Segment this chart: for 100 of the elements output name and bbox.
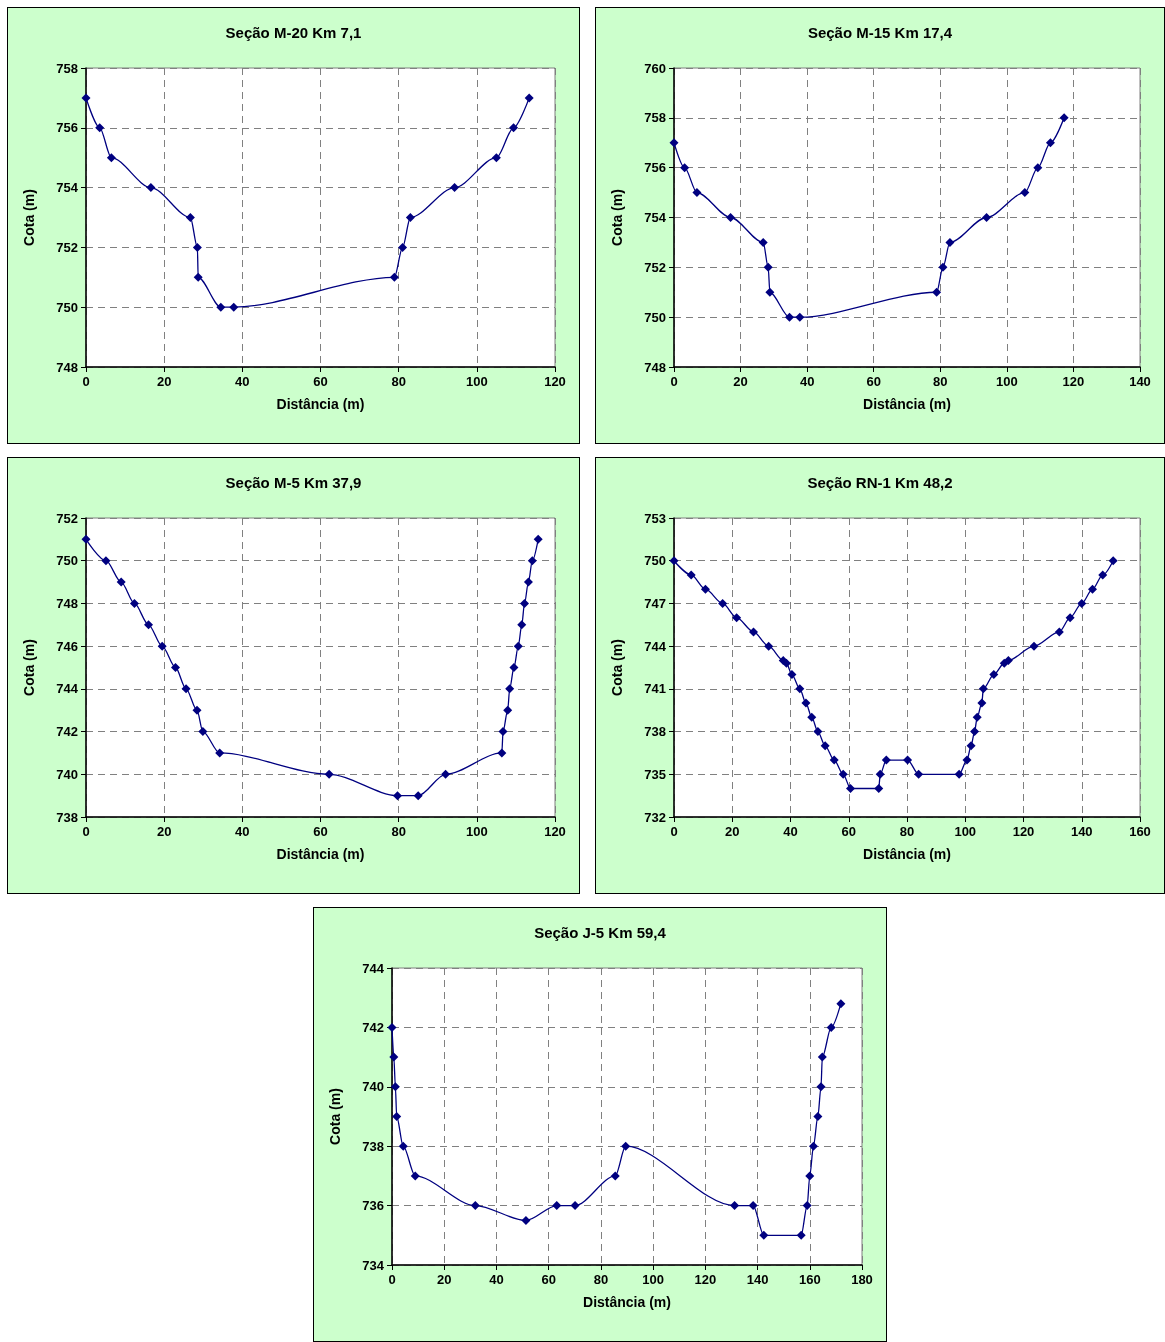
chart-title: Seção RN-1 Km 48,2 xyxy=(807,474,953,491)
point xyxy=(764,641,774,651)
x-tick-label: 180 xyxy=(851,1272,873,1287)
point xyxy=(146,183,156,193)
x-tick-label: 20 xyxy=(156,824,172,839)
point xyxy=(95,123,105,133)
y-tick-label: 742 xyxy=(362,1019,384,1035)
point xyxy=(81,534,91,544)
y-tick-label: 760 xyxy=(644,60,666,76)
point xyxy=(808,1141,818,1151)
x-axis-title: Distância (m) xyxy=(276,396,365,412)
point xyxy=(81,93,91,103)
x-tick-label: 0 xyxy=(388,1272,396,1287)
y-tick-label: 741 xyxy=(644,681,666,697)
x-tick-label: 40 xyxy=(235,824,250,839)
point xyxy=(881,755,891,765)
point xyxy=(101,556,111,566)
x-tick-label: 80 xyxy=(899,824,915,839)
y-tick-label: 738 xyxy=(644,724,666,740)
point xyxy=(732,613,742,623)
x-tick-label: 60 xyxy=(866,374,881,389)
point xyxy=(813,1112,823,1121)
point xyxy=(1059,113,1069,123)
point xyxy=(116,577,126,587)
point xyxy=(185,213,195,222)
y-tick-label: 748 xyxy=(644,359,666,375)
point xyxy=(829,755,839,765)
point xyxy=(509,123,519,133)
y-tick-label: 747 xyxy=(644,595,666,611)
x-axis-title: Distância (m) xyxy=(276,846,365,862)
point xyxy=(610,1171,620,1181)
y-tick-label: 748 xyxy=(56,595,78,611)
y-tick-label: 738 xyxy=(56,809,78,825)
point xyxy=(932,287,942,297)
point xyxy=(157,641,167,651)
x-tick-label: 100 xyxy=(996,374,1018,389)
y-axis-title: Cota (m) xyxy=(21,639,37,696)
y-tick-label: 738 xyxy=(362,1138,384,1154)
y-tick-label: 750 xyxy=(56,553,78,569)
point xyxy=(813,727,823,737)
point xyxy=(838,769,848,779)
x-tick-label: 60 xyxy=(313,374,328,389)
point xyxy=(570,1201,580,1211)
point xyxy=(700,584,710,594)
x-tick-label: 0 xyxy=(670,824,678,839)
point xyxy=(982,213,992,222)
point xyxy=(795,684,805,694)
x-tick-label: 100 xyxy=(465,824,488,839)
point xyxy=(785,312,794,322)
x-tick-label: 140 xyxy=(1129,374,1151,389)
point xyxy=(192,242,202,252)
x-tick-label: 80 xyxy=(391,374,406,389)
point xyxy=(1003,655,1013,665)
point xyxy=(523,577,533,587)
point xyxy=(509,663,519,672)
chart-title: Seção M-15 Km 17,4 xyxy=(807,24,953,41)
point xyxy=(669,138,679,148)
point xyxy=(748,1201,758,1211)
y-tick-label: 754 xyxy=(644,210,667,225)
point xyxy=(520,598,530,608)
point xyxy=(106,153,116,163)
point xyxy=(1045,138,1055,148)
point xyxy=(680,163,690,173)
point xyxy=(1033,163,1043,173)
y-axis-title: Cota (m) xyxy=(609,639,625,696)
y-tick-label: 735 xyxy=(644,766,666,782)
point xyxy=(470,1201,480,1211)
point xyxy=(914,769,924,779)
point xyxy=(198,727,208,737)
x-tick-label: 80 xyxy=(933,374,948,389)
point xyxy=(410,1171,420,1181)
y-tick-label: 744 xyxy=(644,638,667,654)
x-tick-label: 60 xyxy=(841,824,856,839)
x-tick-label: 20 xyxy=(156,374,172,389)
y-tick-label: 734 xyxy=(362,1257,385,1273)
point xyxy=(977,698,987,708)
x-tick-label: 120 xyxy=(1012,824,1035,839)
point xyxy=(846,784,855,794)
point xyxy=(398,1141,408,1151)
point xyxy=(1077,598,1087,608)
y-tick-label: 753 xyxy=(644,510,666,526)
point xyxy=(129,598,139,608)
y-tick-label: 750 xyxy=(644,309,666,325)
x-tick-label: 60 xyxy=(541,1272,556,1287)
y-tick-label: 752 xyxy=(644,259,666,275)
y-tick-label: 740 xyxy=(56,766,78,782)
point xyxy=(552,1201,562,1211)
chart-title: Seção J-5 Km 59,4 xyxy=(534,924,667,941)
x-axis-title: Distância (m) xyxy=(863,846,951,862)
x-tick-label: 60 xyxy=(313,824,328,839)
x-axis-title: Distância (m) xyxy=(583,1294,671,1310)
point xyxy=(730,1201,740,1211)
point xyxy=(387,1022,397,1032)
point xyxy=(978,684,988,694)
point xyxy=(441,769,451,779)
x-tick-label: 20 xyxy=(436,1272,452,1287)
y-tick-label: 736 xyxy=(362,1198,384,1214)
y-tick-label: 742 xyxy=(56,724,78,740)
point xyxy=(669,556,679,566)
point xyxy=(692,188,702,198)
